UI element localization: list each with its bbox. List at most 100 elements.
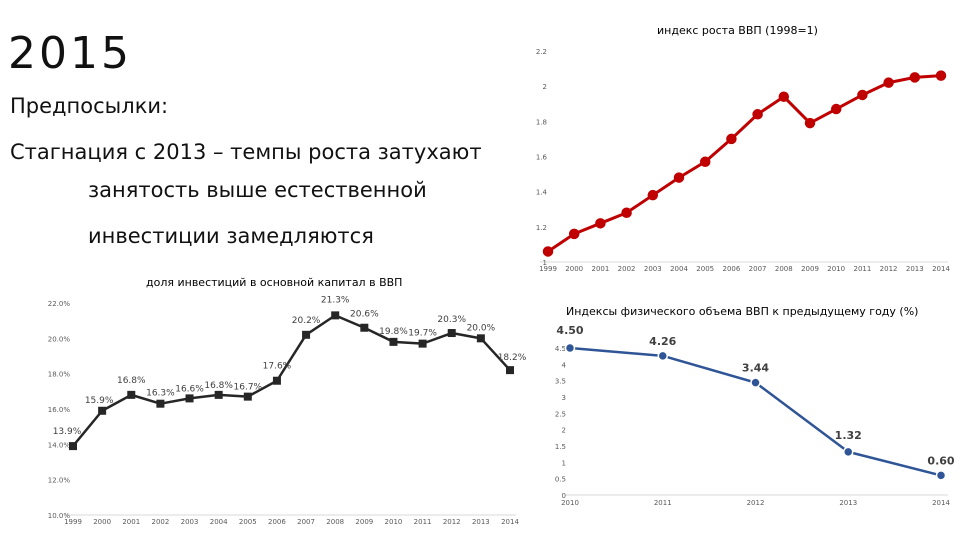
investment-share-data-point — [272, 376, 281, 385]
gdp-volume-data-point — [935, 470, 947, 481]
gdp-volume-data-label: 1.32 — [835, 429, 862, 442]
investment-share-x-tick-label: 2006 — [268, 518, 286, 526]
gdp-index-data-point — [647, 189, 659, 201]
investment-share-y-tick-label: 12.0% — [48, 477, 71, 485]
investment-share-data-point — [389, 337, 398, 346]
investment-share-data-label: 20.6% — [350, 310, 379, 320]
investment-share-data-point — [185, 394, 194, 403]
gdp-volume-y-tick-label: 1 — [562, 459, 566, 467]
investment-share-data-label: 19.8% — [379, 327, 408, 337]
gdp-index-y-tick-label: 2.2 — [536, 48, 547, 56]
gdp-volume-data-point — [564, 342, 576, 354]
gdp-volume-data-label: 4.26 — [649, 335, 676, 348]
gdp-index-data-point — [883, 77, 894, 88]
gdp-index-data-point — [935, 70, 947, 81]
gdp-index-x-tick-label: 2010 — [827, 265, 845, 273]
gdp-index-x-tick-label: 2006 — [722, 265, 740, 273]
gdp-index-x-tick-label: 1999 — [539, 265, 557, 273]
gdp-index-x-tick-label: 2014 — [932, 265, 950, 273]
gdp-index-y-tick-label: 1.4 — [536, 189, 548, 197]
investment-share-data-point — [360, 323, 369, 332]
gdp-index-data-point — [752, 109, 763, 120]
gdp-index-x-tick-label: 2008 — [775, 265, 793, 273]
investment-share-x-tick-label: 2010 — [385, 518, 403, 526]
gdp-index-data-point — [595, 218, 606, 229]
investment-share-x-tick-label: 2004 — [210, 518, 228, 526]
gdp-index-data-point — [673, 172, 685, 183]
gdp-index-x-tick-label: 2009 — [801, 265, 819, 273]
investment-share-data-point — [98, 406, 107, 415]
investment-share-data-label: 20.2% — [292, 316, 321, 326]
gdp-index-series-line — [547, 74, 942, 253]
gdp-index-data-point — [699, 156, 711, 168]
gdp-index-data-point — [726, 133, 737, 145]
gdp-index-x-tick-label: 2013 — [906, 265, 924, 273]
investment-share-x-tick-label: 1999 — [64, 518, 82, 526]
investment-share-x-tick-label: 2008 — [326, 518, 344, 526]
investment-share-data-label: 20.0% — [467, 323, 496, 333]
investment-share-data-label: 18.2% — [498, 353, 527, 363]
gdp-volume-x-tick-label: 2010 — [561, 499, 579, 507]
slide-title: 2015 — [8, 28, 132, 79]
investment-share-data-label: 16.3% — [146, 389, 175, 399]
gdp-volume-y-tick-label: 4.5 — [555, 345, 566, 353]
investment-share-x-tick-label: 2003 — [181, 518, 199, 526]
investment-share-data-label: 17.6% — [263, 362, 292, 372]
investment-share-data-point — [418, 339, 427, 348]
investment-share-data-label: 16.8% — [117, 376, 146, 386]
investment-share-data-point — [127, 390, 136, 399]
investment-line: инвестиции замедляются — [88, 224, 374, 248]
gdp-volume-y-tick-label: 1.5 — [555, 443, 566, 451]
gdp-index-y-tick-label: 2 — [543, 83, 547, 91]
gdp-index-x-tick-label: 2000 — [565, 265, 583, 273]
gdp-volume-data-label: 0.60 — [927, 454, 954, 467]
investment-share-data-point — [243, 392, 252, 401]
investment-share-data-label: 21.3% — [321, 295, 350, 305]
gdp-volume-series-line — [569, 346, 942, 477]
gdp-volume-data-label: 4.50 — [556, 324, 583, 337]
investment-share-data-point — [476, 334, 485, 343]
stagnation-line: Стагнация с 2013 – темпы роста затухают — [10, 140, 482, 164]
gdp-volume-x-tick-label: 2013 — [839, 499, 857, 507]
gdp-volume-y-tick-label: 2 — [562, 427, 566, 435]
gdp-volume-y-tick-label: 4 — [562, 361, 567, 369]
investment-share-y-tick-label: 14.0% — [48, 441, 71, 449]
investment-share-x-tick-label: 2007 — [297, 518, 315, 526]
investment-share-data-label: 13.9% — [53, 427, 82, 437]
gdp-index-data-point — [804, 117, 816, 129]
gdp-volume-x-tick-label: 2011 — [654, 499, 672, 507]
gdp-index-chart-title: индекс роста ВВП (1998=1) — [657, 24, 818, 37]
gdp-index-x-tick-label: 2001 — [591, 265, 609, 273]
investment-share-data-label: 19.7% — [408, 329, 437, 339]
gdp-index-x-tick-label: 2005 — [696, 265, 714, 273]
gdp-index-data-point — [909, 72, 921, 83]
gdp-volume-data-label: 3.44 — [742, 362, 769, 375]
gdp-index-data-point — [857, 89, 868, 101]
gdp-volume-x-tick-label: 2014 — [932, 499, 950, 507]
investment-share-data-point — [447, 329, 456, 338]
investment-share-data-point — [302, 330, 311, 339]
investment-share-data-point — [69, 442, 77, 451]
premises-heading: Предпосылки: — [10, 94, 169, 118]
gdp-index-data-point — [542, 246, 554, 257]
investment-share-x-tick-label: 2014 — [501, 518, 519, 526]
investment-share-data-label: 16.8% — [204, 381, 233, 391]
gdp-index-x-tick-label: 2011 — [853, 265, 871, 273]
gdp-volume-y-tick-label: 2.5 — [555, 410, 566, 418]
gdp-index-data-point — [621, 207, 632, 219]
investment-share-data-label: 16.7% — [234, 383, 263, 393]
investment-share-x-tick-label: 2013 — [472, 518, 490, 526]
investment-share-data-point — [156, 399, 165, 408]
gdp-volume-y-tick-label: 3 — [562, 394, 566, 402]
investment-share-x-tick-label: 2000 — [93, 518, 111, 526]
gdp-volume-y-tick-label: 3.5 — [555, 378, 566, 386]
investment-share-data-point — [331, 311, 340, 320]
investment-share-data-point — [506, 366, 514, 375]
investment-share-x-tick-label: 2002 — [151, 518, 169, 526]
investment-share-x-tick-label: 2011 — [414, 518, 432, 526]
gdp-index-y-tick-label: 1 — [543, 259, 547, 267]
